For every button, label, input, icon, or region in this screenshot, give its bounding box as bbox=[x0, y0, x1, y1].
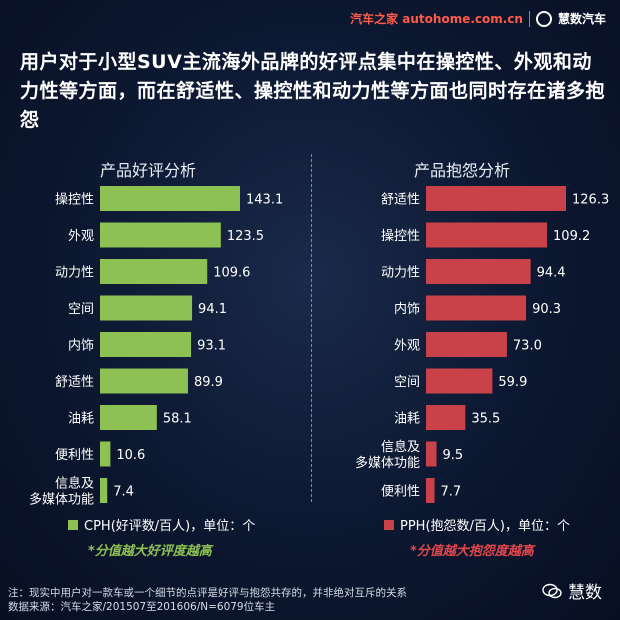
good-bar-2 bbox=[100, 259, 208, 284]
autohome-logo-text: 汽车之家 autohome.com.cn bbox=[350, 12, 523, 26]
bad-bar-5 bbox=[426, 368, 493, 394]
bad-value-label-6: 35.5 bbox=[471, 412, 500, 427]
good-value-label-2: 109.6 bbox=[213, 266, 250, 281]
bad-category-label-4: 外观 bbox=[394, 339, 420, 354]
bad-bar-2 bbox=[426, 259, 531, 284]
bad-bar-7 bbox=[426, 441, 437, 467]
good-value-label-5: 89.9 bbox=[194, 375, 223, 390]
bad-bar-6 bbox=[426, 405, 466, 430]
good-category-label-2: 动力性 bbox=[55, 266, 94, 281]
panel-divider bbox=[311, 154, 312, 502]
bad-value-label-3: 90.3 bbox=[532, 302, 561, 317]
watermark-text: 慧数 bbox=[568, 583, 602, 603]
good-legend-label: CPH(好评数/百人)，单位：个 bbox=[84, 519, 256, 534]
bad-category-label-2: 动力性 bbox=[381, 266, 420, 281]
brand-header: 汽车之家 autohome.com.cn 慧数汽车 bbox=[350, 10, 606, 27]
good-category-label-0: 操控性 bbox=[55, 192, 94, 208]
good-bar-6 bbox=[100, 405, 157, 430]
footnote-line-1: 注：现实中用户对一款车或一个细节的点评是好评与抱怨共存的，并非绝对互斥的关系 bbox=[8, 587, 407, 599]
bad-category-label-5: 空间 bbox=[394, 375, 420, 390]
good-value-label-0: 143.1 bbox=[246, 193, 283, 208]
bad-bar-0 bbox=[426, 186, 566, 211]
footnote: 注：现实中用户对一款车或一个细节的点评是好评与抱怨共存的，并非绝对互斥的关系 数… bbox=[8, 586, 407, 614]
good-bar-3 bbox=[100, 295, 193, 321]
bad-value-label-7: 9.5 bbox=[443, 448, 464, 463]
bad-category-label-0: 舒适性 bbox=[381, 193, 420, 208]
good-bar-1 bbox=[100, 222, 221, 248]
good-chart-title: 产品好评分析 bbox=[100, 161, 197, 180]
bad-category-label-3: 内饰 bbox=[394, 301, 420, 317]
bad-bar-8 bbox=[426, 478, 435, 503]
good-value-label-4: 93.1 bbox=[197, 339, 226, 354]
bad-category-label-8: 便利性 bbox=[381, 485, 420, 500]
good-category-label-7: 便利性 bbox=[55, 448, 94, 463]
bad-legend-swatch bbox=[384, 519, 394, 530]
bad-bar-4 bbox=[426, 332, 507, 357]
good-note: *分值越大好评度越高 bbox=[88, 544, 212, 559]
bad-value-label-2: 94.4 bbox=[537, 266, 566, 281]
good-value-label-8: 7.4 bbox=[113, 485, 134, 500]
good-category-label-1: 外观 bbox=[68, 229, 94, 244]
bad-value-label-0: 126.3 bbox=[572, 193, 609, 208]
bad-note: *分值越大抱怨度越高 bbox=[410, 544, 534, 559]
watermark: 慧数 bbox=[542, 578, 602, 603]
good-legend: CPH(好评数/百人)，单位：个 bbox=[68, 515, 255, 534]
good-bar-8 bbox=[100, 478, 108, 503]
headline: 用户对于小型SUV主流海外品牌的好评点集中在操控性、外观和动力性等方面，而在舒适… bbox=[20, 51, 606, 131]
bad-value-label-1: 109.2 bbox=[553, 229, 590, 244]
good-category-label-4: 内饰 bbox=[68, 338, 94, 354]
bad-legend-label: PPH(抱怨数/百人)，单位：个 bbox=[400, 519, 570, 534]
footnote-source: 数据来源：汽车之家/201507至201606/N=6079位车主 bbox=[8, 601, 276, 613]
good-bar-4 bbox=[100, 332, 192, 357]
good-category-label-3: 空间 bbox=[68, 302, 94, 317]
huishu-logo-icon bbox=[535, 10, 552, 27]
huishu-logo-text: 慧数汽车 bbox=[557, 12, 606, 26]
bad-value-label-5: 59.9 bbox=[498, 375, 527, 390]
bad-legend: PPH(抱怨数/百人)，单位：个 bbox=[384, 515, 570, 534]
good-category-label-6: 油耗 bbox=[68, 412, 94, 427]
bad-value-label-8: 7.7 bbox=[441, 485, 462, 500]
good-bar-7 bbox=[100, 441, 111, 467]
bad-category-label-6: 油耗 bbox=[394, 412, 420, 427]
top-bar: 汽车之家 autohome.com.cn 慧数汽车 bbox=[0, 0, 620, 38]
good-bar-5 bbox=[100, 368, 188, 394]
bad-value-label-4: 73.0 bbox=[513, 339, 542, 354]
bad-category-label-1: 操控性 bbox=[381, 228, 420, 244]
good-value-label-1: 123.5 bbox=[227, 229, 264, 244]
good-value-label-7: 10.6 bbox=[116, 448, 145, 463]
brand-separator bbox=[528, 10, 530, 27]
bad-bar-1 bbox=[426, 222, 548, 248]
wechat-icon bbox=[542, 583, 562, 598]
good-value-label-6: 58.1 bbox=[163, 412, 192, 427]
bad-chart-title: 产品抱怨分析 bbox=[414, 161, 511, 180]
good-bar-0 bbox=[100, 186, 240, 211]
good-category-label-8: 信息及多媒体功能 bbox=[29, 476, 94, 508]
good-category-label-5: 舒适性 bbox=[55, 375, 94, 390]
bad-bar-3 bbox=[426, 295, 527, 321]
good-value-label-3: 94.1 bbox=[198, 302, 227, 317]
bad-category-label-7: 信息及多媒体功能 bbox=[355, 439, 420, 471]
good-legend-swatch bbox=[68, 519, 78, 530]
